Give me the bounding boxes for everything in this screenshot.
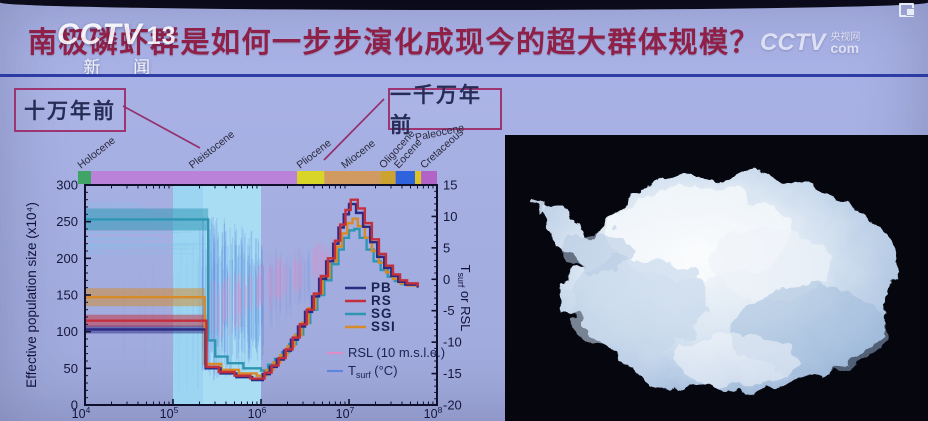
svg-text:106: 106 <box>248 405 267 421</box>
series-SG <box>86 218 419 372</box>
watermark-stack: 央视网 com <box>830 32 861 56</box>
epoch-paleocene <box>415 171 422 184</box>
svg-text:0: 0 <box>71 398 78 413</box>
svg-text:RS: RS <box>371 293 392 308</box>
epoch-label-pliocene: Pliocene <box>295 137 334 171</box>
epoch-bar: Holocene Pleistocene Pliocene Miocene Oligoc… <box>75 122 466 184</box>
news-title: 南极磷虾群是如何一步步演化成现今的超大群体规模？ <box>28 27 761 59</box>
svg-text:104: 104 <box>72 405 91 421</box>
epoch-oligocene <box>380 171 396 184</box>
epoch-pleistocene <box>91 171 298 184</box>
channel-subtitle: 新 闻 <box>83 58 165 77</box>
epoch-eocene <box>395 171 415 184</box>
epoch-label-miocene: Miocene <box>339 137 378 171</box>
svg-text:200: 200 <box>56 251 78 266</box>
callout-label-left: 十万年前 <box>24 100 116 123</box>
antarctica-panel <box>505 135 928 421</box>
svg-text:-20: -20 <box>443 398 462 413</box>
callout-label-right: 一千万年前 <box>390 84 482 137</box>
svg-text:-5: -5 <box>443 303 455 318</box>
epoch-pliocene <box>297 171 325 184</box>
watermark-site: 央视网 <box>830 32 861 43</box>
svg-text:108: 108 <box>424 405 443 421</box>
popup-window-icon[interactable] <box>899 3 915 17</box>
noise-band-rsl-trace <box>209 236 332 344</box>
screen-top-bezel <box>0 0 928 10</box>
svg-text:300: 300 <box>56 178 78 193</box>
series-RS <box>86 198 419 380</box>
cctvcom-watermark: CCTV 央视网 com <box>760 29 860 57</box>
series-line-PB <box>86 202 419 382</box>
ice-shade-3 <box>566 230 634 270</box>
svg-text:50: 50 <box>64 361 78 376</box>
watermark-brand: CCTV <box>760 29 826 56</box>
epoch-holocene <box>77 171 92 184</box>
ice-shade-1 <box>570 257 710 353</box>
axis-titles: Effective population size (x10⁴) Tsurf or… <box>24 202 473 388</box>
svg-text:RSL (10 m.s.l.e.): RSL (10 m.s.l.e.) <box>348 345 445 360</box>
svg-text:5: 5 <box>443 240 450 255</box>
series-line-RS <box>86 198 419 380</box>
series-PB <box>86 202 419 382</box>
noise-band-tsurf-trace <box>199 216 264 381</box>
callout-lines <box>122 98 385 161</box>
epoch-cretaceous <box>421 171 437 184</box>
callout-box-10m-years: 一千万年前 <box>388 84 502 137</box>
svg-text:SSI: SSI <box>371 319 396 334</box>
cctv13-logo-text: CCTV 13 <box>57 18 177 51</box>
svg-text:15: 15 <box>443 178 457 193</box>
watermark-domain: com <box>830 40 860 56</box>
epoch-label-pleistocene: Pleistocene <box>187 128 237 171</box>
popup-window-icon-inner <box>906 8 915 16</box>
svg-text:250: 250 <box>56 214 78 229</box>
noise-band-tsurf-trace-2 <box>269 246 311 331</box>
title-divider <box>0 74 928 77</box>
svg-text:SG: SG <box>371 306 393 321</box>
epoch-label-holocene: Holocene <box>75 134 117 171</box>
svg-text:10: 10 <box>443 209 457 224</box>
ice-highlight-2 <box>708 229 832 301</box>
svg-text:0: 0 <box>443 272 450 287</box>
svg-text:105: 105 <box>160 405 179 421</box>
plot-area: Holocene Pleistocene Pliocene Miocene Oligoc… <box>24 98 473 421</box>
callout-line-left <box>122 105 201 149</box>
y-left-axis-title: Effective population size (x10⁴) <box>24 202 39 388</box>
svg-text:-10: -10 <box>443 335 462 350</box>
series-line-SG <box>86 218 419 372</box>
epoch-miocene <box>324 171 381 184</box>
svg-text:100: 100 <box>56 324 78 339</box>
channel-number: 13 <box>146 22 177 50</box>
cctv13-channel-logo: CCTV 13 新 闻 <box>57 20 176 78</box>
callout-line-right <box>323 98 385 161</box>
ice-highlight-3 <box>675 334 795 386</box>
svg-text:PB: PB <box>371 280 392 295</box>
svg-text:107: 107 <box>336 405 355 421</box>
y-right-axis-title: Tsurf or RSL <box>456 265 473 332</box>
svg-text:150: 150 <box>56 288 78 303</box>
antarctic-peninsula-tip <box>528 196 545 214</box>
axes <box>84 184 438 406</box>
svg-text:-15: -15 <box>443 366 462 381</box>
svg-text:Tsurf (°C): Tsurf (°C) <box>348 363 398 380</box>
callout-box-100k-years: 十万年前 <box>14 88 126 132</box>
